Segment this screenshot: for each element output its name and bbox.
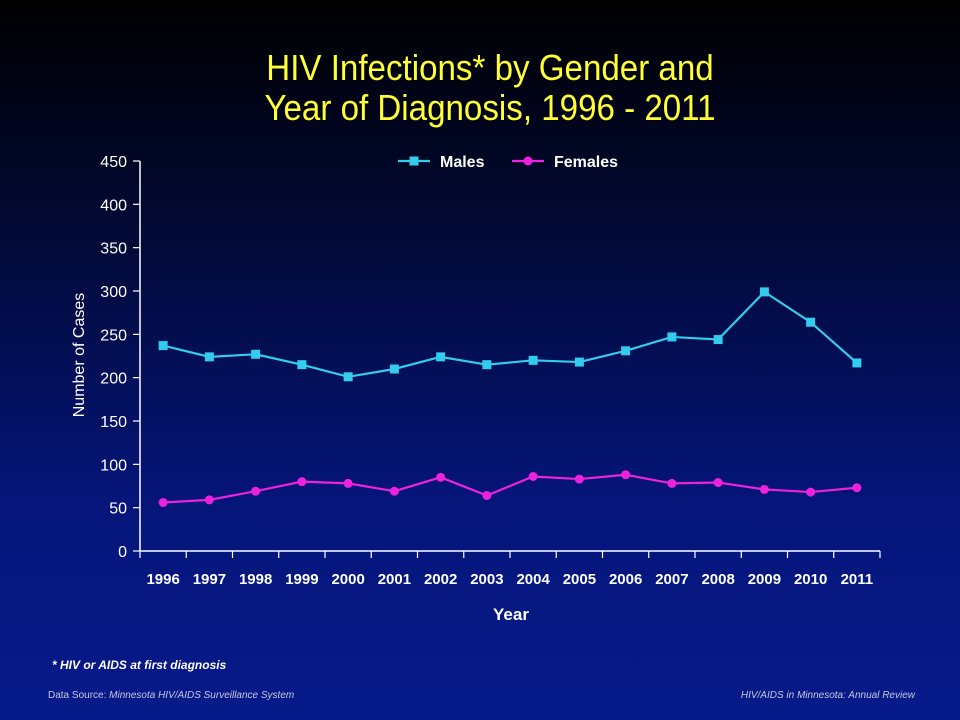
females-data-point: [806, 487, 816, 497]
x-tick-label: 2009: [748, 571, 781, 588]
females-data-point: [389, 486, 399, 496]
x-tick-label: 2006: [609, 571, 642, 588]
y-axis-title: Number of Cases: [71, 293, 88, 418]
chart-series: [158, 287, 862, 507]
females-data-point: [343, 478, 353, 488]
females-data-point: [528, 471, 538, 481]
females-data-point: [852, 483, 862, 493]
legend-males-marker: [409, 156, 419, 166]
males-data-point: [482, 360, 492, 370]
x-tick-label: 1997: [193, 571, 226, 588]
y-tick-label: 400: [100, 197, 127, 214]
x-tick-label: 2003: [470, 571, 503, 588]
males-data-point: [204, 352, 214, 362]
x-tick-label: 2011: [841, 571, 874, 588]
males-data-point: [436, 352, 446, 362]
males-data-point: [806, 317, 816, 327]
males-data-point: [528, 355, 538, 365]
females-data-point: [158, 497, 168, 507]
chart-title-line-2: Year of Diagnosis, 1996 - 2011: [264, 87, 716, 128]
x-tick-label: 2001: [378, 571, 411, 588]
x-tick-label: 2004: [516, 571, 550, 588]
females-data-point: [297, 477, 307, 487]
data-source-label: Data Source:: [48, 690, 110, 701]
y-tick-label: 50: [109, 501, 127, 518]
x-tick-label: 2008: [701, 571, 734, 588]
males-series-line: [162, 290, 858, 378]
females-data-point: [251, 486, 261, 496]
chart-legend: Males Females: [398, 154, 618, 171]
females-series-line: [163, 473, 857, 504]
y-tick-label: 250: [100, 327, 127, 344]
x-axis-title: Year: [493, 605, 529, 624]
x-tick-label: 2007: [655, 571, 688, 588]
x-tick-label: 1996: [146, 571, 179, 588]
x-tick-label: 2002: [424, 571, 457, 588]
data-source: Data Source: Minnesota HIV/AIDS Surveill…: [48, 690, 294, 701]
x-tick-label: 2010: [794, 571, 827, 588]
males-data-point: [158, 341, 168, 351]
report-name: HIV/AIDS in Minnesota: Annual Review: [740, 690, 915, 701]
males-data-point: [621, 346, 631, 356]
y-axis-ticks: 0 50 100 150 200 250 300 350 400 450: [100, 154, 140, 561]
males-data-point: [759, 287, 769, 297]
chart-title-line-1: HIV Infections* by Gender and: [266, 47, 714, 88]
legend-females-label: Females: [554, 154, 618, 171]
legend-males-label: Males: [440, 154, 485, 171]
females-data-point: [667, 478, 677, 488]
females-data-point: [204, 495, 214, 505]
y-tick-label: 350: [100, 241, 127, 258]
males-data-point: [574, 357, 584, 367]
males-data-point: [297, 360, 307, 370]
females-data-point: [713, 478, 723, 488]
x-tick-label: 1999: [285, 571, 318, 588]
data-source-value: Minnesota HIV/AIDS Surveillance System: [109, 690, 295, 701]
males-data-point: [343, 372, 353, 382]
females-data-point: [436, 472, 446, 482]
males-data-point: [713, 335, 723, 345]
females-data-point: [482, 491, 492, 501]
y-tick-label: 150: [100, 414, 127, 431]
females-data-point: [759, 484, 769, 494]
chart-title: HIV Infections* by Gender and Year of Di…: [39, 48, 941, 128]
females-data-point: [621, 470, 631, 480]
footnote: * HIV or AIDS at first diagnosis: [52, 658, 227, 672]
y-tick-label: 450: [100, 154, 127, 171]
females-data-point: [574, 474, 584, 484]
y-tick-label: 300: [100, 284, 127, 301]
males-data-point: [389, 364, 399, 374]
y-tick-label: 0: [118, 544, 127, 561]
males-data-point: [852, 358, 862, 368]
y-tick-label: 100: [100, 457, 127, 474]
males-data-point: [251, 349, 261, 359]
males-data-point: [667, 332, 677, 342]
y-tick-label: 200: [100, 371, 127, 388]
x-tick-label: 2000: [331, 571, 364, 588]
x-axis-ticks: 1996 1997 1998 1999 2000 2001 2002 2003 2004 2005…: [139, 551, 881, 588]
x-tick-label: 2005: [563, 571, 596, 588]
x-tick-label: 1998: [239, 571, 272, 588]
legend-females-marker: [523, 156, 533, 166]
